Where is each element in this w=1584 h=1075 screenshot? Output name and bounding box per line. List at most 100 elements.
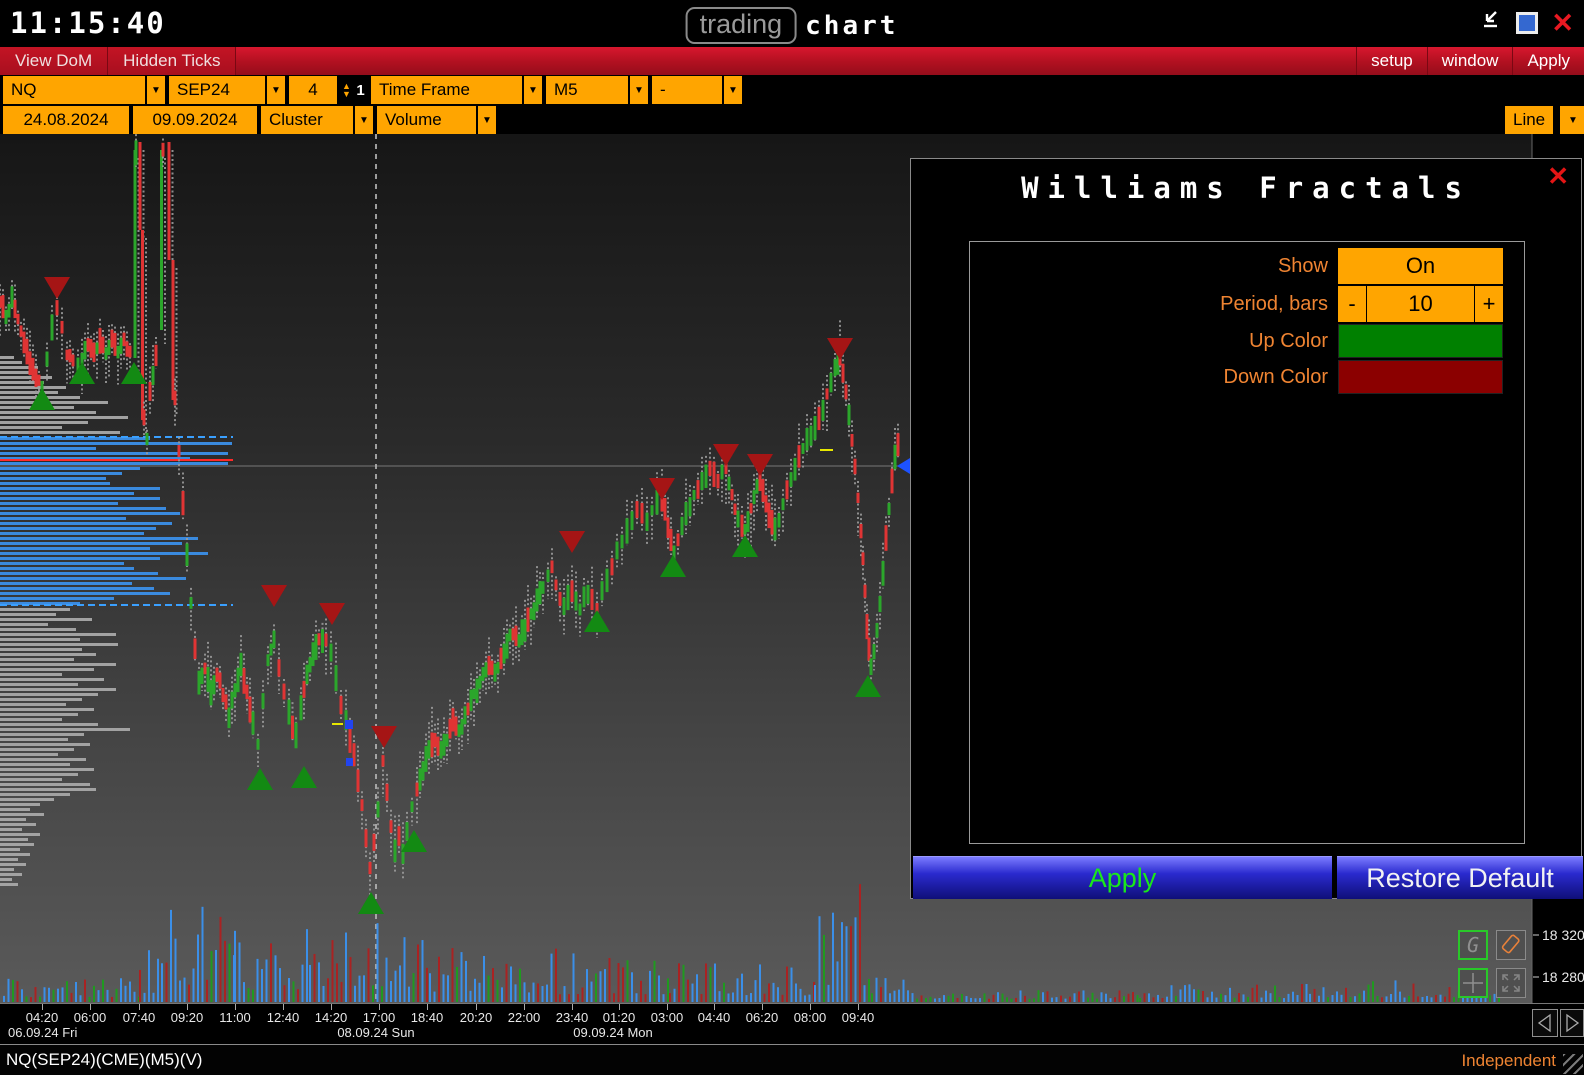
time-tick bbox=[619, 1004, 620, 1010]
grid-tool-button[interactable]: G bbox=[1458, 930, 1488, 960]
contract-select[interactable]: SEP24 bbox=[169, 76, 265, 104]
menu-setup[interactable]: setup bbox=[1356, 47, 1427, 75]
time-axis-label: 20:20 bbox=[459, 1010, 493, 1025]
date-to-button[interactable]: 09.09.2024 bbox=[133, 106, 257, 134]
maximize-icon[interactable] bbox=[1516, 11, 1539, 34]
time-tick bbox=[762, 1004, 763, 1010]
price-axis-label: 18 320 bbox=[1542, 927, 1584, 943]
dialog-apply-button[interactable]: Apply bbox=[913, 856, 1332, 899]
time-tick bbox=[90, 1004, 91, 1010]
time-tick bbox=[283, 1004, 284, 1010]
dialog-restore-button[interactable]: Restore Default bbox=[1337, 856, 1583, 899]
fractal-down-marker bbox=[827, 338, 853, 360]
date-axis-label: 06.09.24 Fri bbox=[8, 1025, 78, 1040]
menu-hidden-ticks[interactable]: Hidden Ticks bbox=[108, 47, 237, 75]
extra-dropdown-icon[interactable]: ▼ bbox=[724, 76, 742, 104]
fractal-down-marker bbox=[44, 277, 70, 299]
time-axis-label: 11:00 bbox=[219, 1010, 251, 1025]
date-from-button[interactable]: 24.08.2024 bbox=[3, 106, 129, 134]
independent-status: Independent bbox=[1461, 1051, 1556, 1070]
chevron-right-icon bbox=[1566, 1013, 1580, 1033]
period-value[interactable]: 10 bbox=[1366, 286, 1475, 322]
fractal-up-marker bbox=[29, 388, 55, 410]
scroll-right-button[interactable] bbox=[1560, 1009, 1584, 1037]
g-icon: G bbox=[1466, 933, 1480, 957]
fractal-up-marker bbox=[732, 535, 758, 557]
time-axis-label: 14:20 bbox=[314, 1010, 348, 1025]
time-axis-label: 09:40 bbox=[841, 1010, 875, 1025]
toolbar-row-2: 24.08.2024 09.09.2024 Cluster ▼ Volume ▼ bbox=[3, 106, 496, 134]
resize-grip[interactable] bbox=[1563, 1054, 1583, 1074]
timeframe-select[interactable]: M5 bbox=[546, 76, 628, 104]
scroll-left-button[interactable] bbox=[1532, 1009, 1558, 1037]
time-tick bbox=[667, 1004, 668, 1010]
cluster-dropdown-icon[interactable]: ▼ bbox=[355, 106, 373, 134]
title-bar: 11:15:40 trading chart ✕ bbox=[0, 0, 1584, 47]
crosshair-tool-button[interactable] bbox=[1458, 968, 1488, 998]
time-axis-label: 07:40 bbox=[122, 1010, 156, 1025]
time-axis-label: 17:00 bbox=[362, 1010, 396, 1025]
count-value[interactable]: 4 bbox=[289, 76, 337, 104]
time-tick bbox=[524, 1004, 525, 1010]
depth-value: 1 bbox=[354, 76, 367, 104]
extra-select[interactable]: - bbox=[652, 76, 722, 104]
line-style-group: Line bbox=[1505, 106, 1553, 134]
volume-dropdown-icon[interactable]: ▼ bbox=[478, 106, 496, 134]
timeframe-dropdown-icon[interactable]: ▼ bbox=[630, 76, 648, 104]
line-style-dropdown-icon[interactable]: ▼ bbox=[1560, 106, 1584, 134]
down-color-swatch[interactable] bbox=[1338, 360, 1503, 394]
time-tick bbox=[331, 1004, 332, 1010]
fractal-down-marker bbox=[649, 478, 675, 500]
close-icon[interactable]: ✕ bbox=[1551, 7, 1574, 38]
date-axis-label: 09.09.24 Mon bbox=[573, 1025, 653, 1040]
up-color-label: Up Color bbox=[1249, 330, 1328, 352]
time-axis-label: 06:00 bbox=[73, 1010, 107, 1025]
up-color-swatch[interactable] bbox=[1338, 324, 1503, 358]
time-axis-label: 09:20 bbox=[170, 1010, 204, 1025]
time-tick bbox=[235, 1004, 236, 1010]
fractal-down-marker bbox=[747, 454, 773, 476]
symbol-dropdown-icon[interactable]: ▼ bbox=[147, 76, 165, 104]
time-axis[interactable]: 04:20 06:00 07:40 09:20 11:00 12:40 14:20 17:00… bbox=[0, 1003, 1584, 1044]
spin-down-icon[interactable]: ▼ bbox=[342, 89, 351, 99]
time-tick bbox=[858, 1004, 859, 1010]
menu-apply[interactable]: Apply bbox=[1512, 47, 1584, 75]
fractal-down-marker bbox=[261, 585, 287, 607]
menu-window[interactable]: window bbox=[1426, 47, 1513, 75]
timeframe-label-dropdown-icon[interactable]: ▼ bbox=[524, 76, 542, 104]
time-axis-label: 12:40 bbox=[266, 1010, 300, 1025]
app-title: trading chart bbox=[685, 7, 899, 44]
period-minus-button[interactable]: - bbox=[1338, 286, 1366, 322]
time-axis-label: 01:20 bbox=[602, 1010, 636, 1025]
line-style-select[interactable]: Line bbox=[1505, 106, 1553, 134]
tag-tool-button[interactable] bbox=[1496, 930, 1526, 960]
fractal-down-marker bbox=[371, 726, 397, 748]
expand-tool-button[interactable] bbox=[1496, 968, 1526, 998]
dialog-close-icon[interactable]: ✕ bbox=[1547, 161, 1569, 191]
time-tick bbox=[476, 1004, 477, 1010]
symbol-select[interactable]: NQ bbox=[3, 76, 145, 104]
show-toggle[interactable]: On bbox=[1338, 248, 1503, 284]
time-axis-label: 06:20 bbox=[745, 1010, 779, 1025]
time-axis-label: 04:40 bbox=[697, 1010, 731, 1025]
time-tick bbox=[810, 1004, 811, 1010]
time-axis-label: 08:00 bbox=[793, 1010, 827, 1025]
dialog-title: Williams Fractals bbox=[1021, 171, 1471, 205]
count-stepper[interactable]: ▲ ▼ bbox=[339, 76, 354, 104]
tag-icon bbox=[1501, 934, 1520, 954]
contract-dropdown-icon[interactable]: ▼ bbox=[267, 76, 285, 104]
period-plus-button[interactable]: + bbox=[1475, 286, 1503, 322]
fractal-up-marker bbox=[401, 830, 427, 852]
volume-select[interactable]: Volume bbox=[377, 106, 476, 134]
fractal-up-marker bbox=[855, 675, 881, 697]
minimize-icon[interactable] bbox=[1481, 9, 1503, 36]
time-tick bbox=[379, 1004, 380, 1010]
menu-view-dom[interactable]: View DoM bbox=[0, 47, 109, 75]
time-tick bbox=[572, 1004, 573, 1010]
fractal-down-marker bbox=[713, 444, 739, 466]
fractal-up-marker bbox=[121, 362, 147, 384]
cluster-select[interactable]: Cluster bbox=[261, 106, 353, 134]
fractal-down-marker bbox=[559, 531, 585, 553]
spin-up-icon[interactable]: ▲ bbox=[342, 81, 351, 91]
timeframe-label[interactable]: Time Frame bbox=[371, 76, 522, 104]
